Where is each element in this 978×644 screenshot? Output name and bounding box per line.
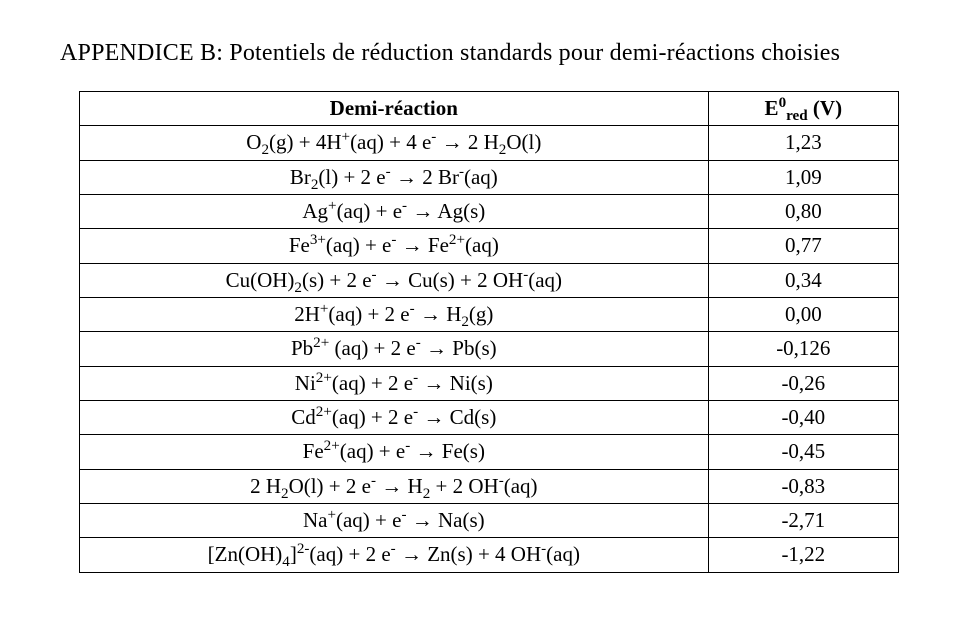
potential-cell: -0,45 <box>708 435 898 469</box>
reaction-cell: O2(g) + 4H+(aq) + 4 e- → 2 H2O(l) <box>80 126 709 160</box>
reaction-cell: Cd2+(aq) + 2 e- → Cd(s) <box>80 401 709 435</box>
table-row: [Zn(OH)4]2-(aq) + 2 e- → Zn(s) + 4 OH-(a… <box>80 538 899 572</box>
page: APPENDICE B: Potentiels de réduction sta… <box>0 0 978 573</box>
reaction-cell: Br2(l) + 2 e- → 2 Br-(aq) <box>80 160 709 194</box>
reduction-potential-table: Demi-réaction E0red (V) O2(g) + 4H+(aq) … <box>79 91 899 573</box>
column-header-potential: E0red (V) <box>708 92 898 126</box>
reaction-cell: Pb2+ (aq) + 2 e- → Pb(s) <box>80 332 709 366</box>
table-row: 2H+(aq) + 2 e- → H2(g)0,00 <box>80 298 899 332</box>
potential-cell: 1,09 <box>708 160 898 194</box>
table-row: Ag+(aq) + e- → Ag(s)0,80 <box>80 195 899 229</box>
reaction-cell: 2H+(aq) + 2 e- → H2(g) <box>80 298 709 332</box>
potential-cell: 0,34 <box>708 263 898 297</box>
table-row: 2 H2O(l) + 2 e- → H2 + 2 OH-(aq)-0,83 <box>80 469 899 503</box>
column-header-reaction: Demi-réaction <box>80 92 709 126</box>
table-header-row: Demi-réaction E0red (V) <box>80 92 899 126</box>
table-row: O2(g) + 4H+(aq) + 4 e- → 2 H2O(l)1,23 <box>80 126 899 160</box>
reaction-cell: Fe2+(aq) + e- → Fe(s) <box>80 435 709 469</box>
reaction-cell: Ni2+(aq) + 2 e- → Ni(s) <box>80 366 709 400</box>
table-body: O2(g) + 4H+(aq) + 4 e- → 2 H2O(l)1,23Br2… <box>80 126 899 572</box>
potential-cell: -0,126 <box>708 332 898 366</box>
potential-cell: -2,71 <box>708 504 898 538</box>
potential-cell: -1,22 <box>708 538 898 572</box>
table-row: Cd2+(aq) + 2 e- → Cd(s)-0,40 <box>80 401 899 435</box>
table-row: Ni2+(aq) + 2 e- → Ni(s)-0,26 <box>80 366 899 400</box>
reaction-cell: Na+(aq) + e- → Na(s) <box>80 504 709 538</box>
table-row: Br2(l) + 2 e- → 2 Br-(aq)1,09 <box>80 160 899 194</box>
table-row: Fe2+(aq) + e- → Fe(s)-0,45 <box>80 435 899 469</box>
table-row: Fe3+(aq) + e- → Fe2+(aq)0,77 <box>80 229 899 263</box>
potential-cell: -0,26 <box>708 366 898 400</box>
potential-cell: 0,00 <box>708 298 898 332</box>
reaction-cell: 2 H2O(l) + 2 e- → H2 + 2 OH-(aq) <box>80 469 709 503</box>
reaction-cell: Cu(OH)2(s) + 2 e- → Cu(s) + 2 OH-(aq) <box>80 263 709 297</box>
potential-cell: -0,83 <box>708 469 898 503</box>
potential-cell: 0,80 <box>708 195 898 229</box>
table-row: Na+(aq) + e- → Na(s)-2,71 <box>80 504 899 538</box>
table-head: Demi-réaction E0red (V) <box>80 92 899 126</box>
potential-cell: 0,77 <box>708 229 898 263</box>
reaction-cell: [Zn(OH)4]2-(aq) + 2 e- → Zn(s) + 4 OH-(a… <box>80 538 709 572</box>
reaction-cell: Ag+(aq) + e- → Ag(s) <box>80 195 709 229</box>
table-row: Pb2+ (aq) + 2 e- → Pb(s)-0,126 <box>80 332 899 366</box>
reaction-cell: Fe3+(aq) + e- → Fe2+(aq) <box>80 229 709 263</box>
potential-cell: -0,40 <box>708 401 898 435</box>
table-row: Cu(OH)2(s) + 2 e- → Cu(s) + 2 OH-(aq)0,3… <box>80 263 899 297</box>
appendix-title: APPENDICE B: Potentiels de réduction sta… <box>60 40 918 67</box>
potential-cell: 1,23 <box>708 126 898 160</box>
